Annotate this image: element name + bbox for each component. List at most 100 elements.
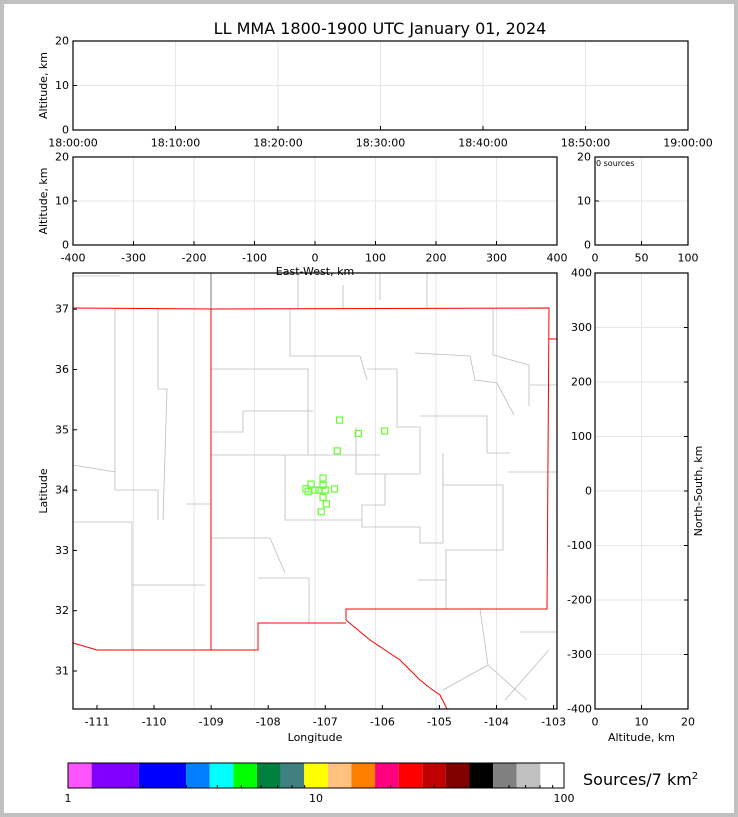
lma-source-marker [319,481,327,489]
x-tick-label: 0 [592,252,599,265]
x-tick-label: 0 [592,716,599,729]
lma-source-marker [307,480,315,488]
county-boundary [211,410,313,433]
colorbar-swatch [422,763,446,788]
x-tick-label: 19:00:00 [663,137,712,150]
x-tick-label: -111 [84,716,109,729]
altitude-histogram-panel: 0 50 100 0 10 20 0 sources [577,151,699,265]
colorbar-swatch [516,763,541,788]
y-tick-label: 300 [571,321,592,334]
x-tick-label: -200 [182,252,207,265]
x-axis-label: Altitude, km [608,731,675,744]
y-tick-label: 0 [584,239,591,252]
county-boundary [414,352,515,416]
x-tick-label: 18:10:00 [151,137,200,150]
y-tick-label: 10 [55,195,69,208]
county-boundary [284,455,362,521]
x-tick-label: 100 [678,252,699,265]
colorbar-swatch [186,763,210,788]
x-tick-label: -107 [313,716,338,729]
y-tick-label: 35 [55,423,69,436]
y-axis-label: Altitude, km [37,167,50,234]
lma-source-marker [333,447,341,455]
y-tick-label: 20 [55,35,69,48]
y-tick-label: 37 [55,303,69,316]
lma-source-marker [311,486,319,494]
y-tick-label: 200 [571,376,592,389]
x-tick-label: -105 [427,716,452,729]
y-axis-label: North-South, km [692,446,705,537]
colorbar-swatch [280,763,305,788]
x-axis-label: East-West, km [276,265,354,278]
lma-source-marker [321,486,329,494]
colorbar-frame [67,762,565,789]
x-tick-label: 18:00:00 [48,137,97,150]
y-tick-label: 10 [577,195,591,208]
y-tick-label: -100 [567,539,592,552]
y-tick-label: 20 [577,151,591,164]
colorbar-tick-label: 100 [554,792,575,805]
annotation-label: 0 sources [596,159,634,168]
x-tick-label: -104 [484,716,509,729]
x-tick-label: 18:40:00 [458,137,507,150]
x-tick-label: -103 [541,716,566,729]
county-boundary [442,608,489,691]
y-axis-label: Latitude [37,468,50,514]
county-boundary [367,368,421,474]
county-boundary [361,474,444,544]
lma-source-marker [381,427,389,435]
altitude-time-panel: 18:00:00 18:10:00 18:20:00 18:30:00 18:40:00… [37,35,713,150]
county-boundary [420,415,510,454]
state-boundary-red [210,309,346,651]
lma-source-marker [330,485,339,493]
colorbar-swatch [398,763,423,788]
y-tick-label: 10 [55,79,69,92]
colorbar-swatch [138,763,187,788]
y-tick-label: -400 [567,703,592,716]
y-tick-label: 33 [55,544,69,557]
y-tick-label: -300 [567,648,592,661]
county-boundary [114,309,159,520]
y-tick-label: 0 [62,124,69,137]
figure: LL MMA 1800-1900 UTC January 01, 2024 18… [4,4,734,813]
plan-view-panel: -111 -110 -109 -108 -107 -106 -105 -104 -103 Long… [37,272,566,744]
x-tick-label: 20 [681,716,695,729]
county-boundary [211,537,286,574]
y-axis-label: Altitude, km [37,52,50,119]
x-tick-label: -100 [242,252,267,265]
y-tick-label: 0 [585,485,592,498]
x-tick-label: 100 [365,252,386,265]
northsouth-altitude-panel: 0 10 20 -400 -300 -200 -100 0 100 200 300 400 Altitu… [567,267,705,745]
x-tick-label: 18:20:00 [253,137,302,150]
y-tick-label: 0 [62,239,69,252]
colorbar-swatch [351,763,376,788]
x-tick-label: -106 [370,716,395,729]
lma-source-marker [322,500,331,508]
lma-source-marker [335,416,344,424]
colorbar-swatch [68,763,92,788]
state-boundary-red [72,642,211,651]
lma-source-marker [319,474,327,482]
colorbar: 1 10 100 Sources/7 km2 [65,762,698,805]
x-tick-label: 18:30:00 [356,137,405,150]
colorbar-swatch [445,763,470,788]
y-tick-label: 31 [55,665,69,678]
county-boundary [487,664,528,701]
y-tick-label: 36 [55,363,69,376]
altitude-eastwest-panel: -400 -300 -200 -100 0 100 200 300 400 0 10 20 East-W… [37,151,568,279]
lma-source-marker [304,487,312,495]
colorbar-swatch [256,763,281,788]
colorbar-swatch [304,763,328,788]
state-boundary-red [72,307,550,710]
colorbar-tick-label: 1 [65,792,72,805]
x-tick-label: -300 [121,252,146,265]
county-boundary [157,309,168,521]
county-boundary [211,368,309,455]
county-boundary [289,309,368,381]
lma-source-marker [354,429,362,438]
colorbar-swatch [540,763,564,788]
colorbar-swatch [375,763,399,788]
y-tick-label: 100 [571,430,592,443]
y-tick-label: 34 [55,484,69,497]
county-boundary [72,464,116,473]
